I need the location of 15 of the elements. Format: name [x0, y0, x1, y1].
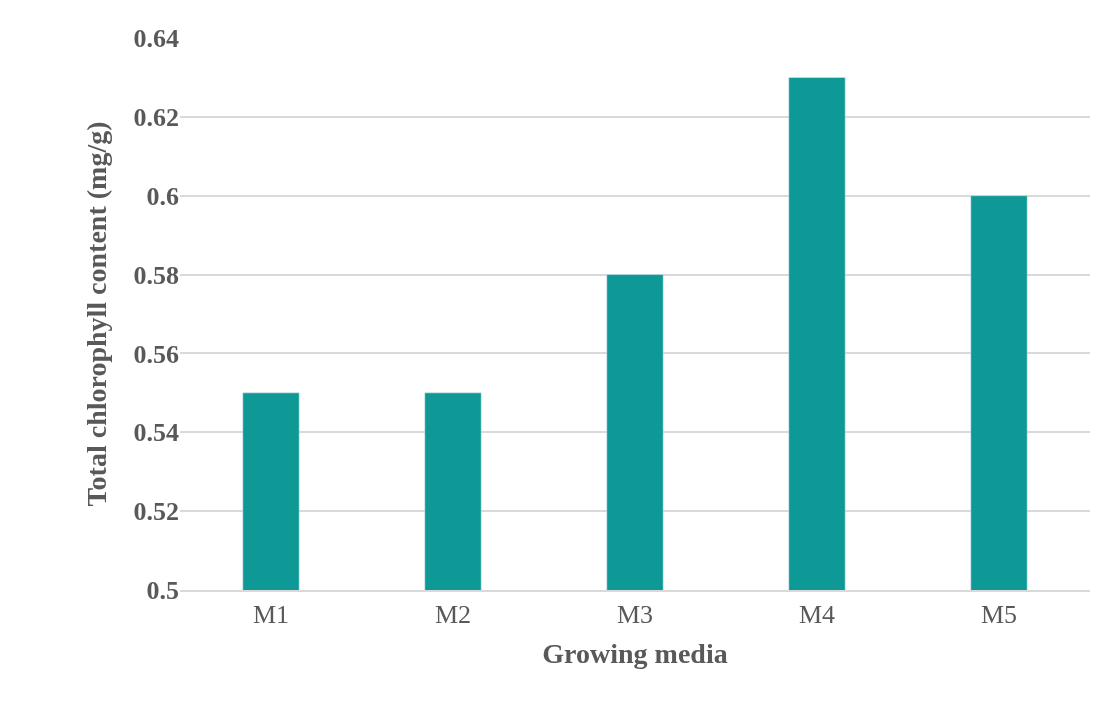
y-tick-label: 0.52 — [133, 497, 179, 527]
y-tick-label: 0.54 — [133, 418, 179, 448]
x-tick-label: M5 — [980, 599, 1018, 629]
x-tick-label: M3 — [616, 599, 654, 629]
y-tick-label: 0.62 — [133, 102, 179, 132]
x-tick-label: M1 — [252, 599, 290, 629]
y-tick-label: 0.58 — [133, 260, 179, 290]
x-tick-label: M2 — [434, 599, 472, 629]
y-tick-label: 0.64 — [133, 24, 179, 54]
y-tick-label: 0.5 — [146, 576, 179, 606]
y-tick-label: 0.6 — [146, 181, 179, 211]
y-axis-title: Total chlorophyll content (mg/g) — [81, 121, 113, 507]
x-tick-label: M4 — [798, 599, 836, 629]
x-axis-title: Growing media — [542, 637, 728, 669]
y-tick-label: 0.56 — [133, 339, 179, 369]
